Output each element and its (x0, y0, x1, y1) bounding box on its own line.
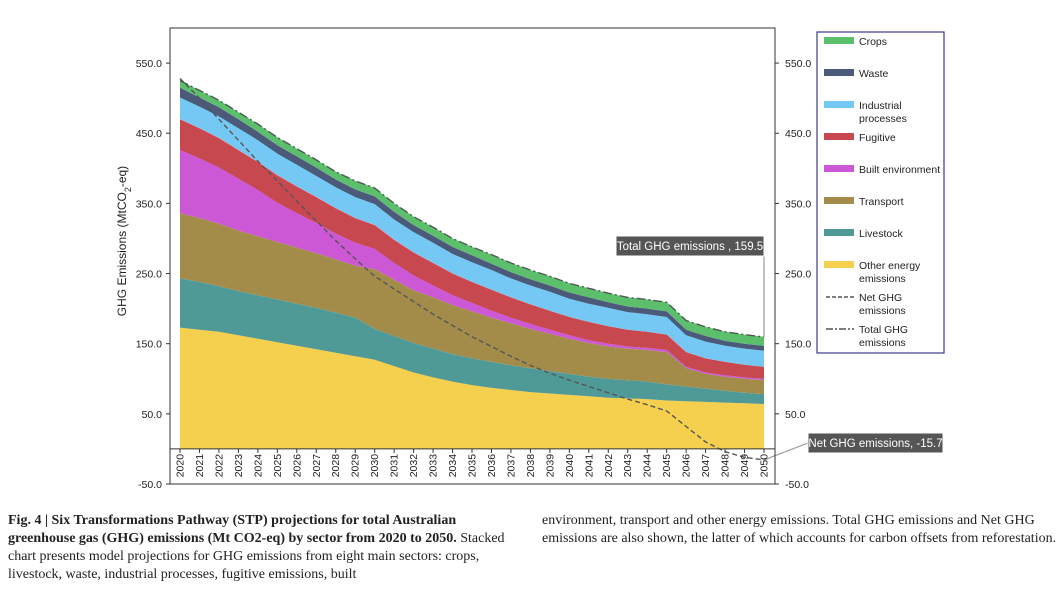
legend-label: Transport (859, 196, 904, 208)
x-tick-label: 2027 (311, 454, 323, 478)
caption-title: Fig. 4 | Six Transformations Pathway (ST… (8, 513, 457, 546)
y-tick-label-left: 150.0 (136, 339, 162, 351)
y-tick-label-left: 350.0 (136, 198, 162, 210)
x-tick-label: 2024 (252, 454, 264, 478)
y-tick-label-left: 50.0 (142, 409, 163, 421)
y-tick-label-right: 550.0 (785, 58, 811, 70)
axes: -50.0 -50.0 50.0 50.0 150.0 150.0 250.0 250.0 35… (115, 27, 811, 491)
y-tick-label-left: 250.0 (136, 269, 162, 281)
legend-swatch-industrial-processes (824, 101, 854, 108)
legend-swatch-other-energy-emissions (824, 261, 854, 268)
x-tick-label: 2050 (759, 454, 771, 478)
annotation-box (807, 432, 944, 454)
x-tick-label: 2044 (642, 454, 654, 478)
x-tick-label: 2041 (583, 454, 595, 478)
x-tick-label: 2034 (447, 454, 459, 478)
legend-swatch-waste (824, 69, 854, 76)
x-tick-label: 2025 (272, 454, 284, 478)
x-tick-label: 2033 (428, 454, 440, 478)
x-tick-label: 2049 (739, 454, 751, 478)
x-tick-label: 2048 (720, 454, 732, 478)
x-tick-label: 2026 (291, 454, 303, 478)
y-tick-label-right: 250.0 (785, 269, 811, 281)
area-transport (180, 213, 764, 395)
annotations: Total GHG emissions , 159.5 Net GHG emiss… (615, 235, 944, 461)
legend-label: Fugitive (859, 132, 896, 144)
legend-label: Other energy (859, 260, 921, 272)
area-other-energy-emissions (180, 327, 764, 449)
caption-text-left: Stacked chart presents model projections… (8, 531, 505, 582)
x-tick-label: 2040 (564, 454, 576, 478)
x-tick-label: 2038 (525, 454, 537, 478)
x-tick-label: 2022 (213, 454, 225, 478)
legend-label: emissions (859, 305, 906, 317)
legend-label: Built environment (859, 164, 940, 176)
legend-label: Total GHG (859, 324, 908, 336)
x-tick-label: 2023 (233, 454, 245, 478)
y-axis-title-part: GHG Emissions (MtCO (115, 192, 129, 316)
y-tick-label-left: -50.0 (138, 479, 162, 491)
x-tick-label: 2030 (369, 454, 381, 478)
y-tick-label-left: 550.0 (136, 58, 162, 70)
y-tick-label-right: -50.0 (785, 479, 809, 491)
legend-label: emissions (859, 273, 906, 285)
legend-label: Industrial (859, 100, 902, 112)
y-tick-label-right: 350.0 (785, 198, 811, 210)
line-total-ghg-emissions (179, 79, 765, 338)
x-tick-label: 2021 (194, 454, 206, 478)
legend-swatch-built-environment (824, 165, 854, 172)
legend-label: processes (859, 113, 907, 125)
ghg-emissions-chart: Total GHG emissions , 159.5 Net GHG emiss… (115, 27, 945, 491)
x-tick-label: 2029 (350, 454, 362, 478)
y-axis-title-part: -eq) (115, 166, 129, 187)
figure-caption-right: environment, transport and other energy … (542, 512, 1057, 548)
line-net-ghg-emissions (179, 78, 765, 461)
x-tick-label: 2045 (661, 454, 673, 478)
x-tick-label: 2035 (467, 454, 479, 478)
y-axis-title: GHG Emissions (MtCO2-eq) (115, 166, 133, 316)
plot-frame (169, 27, 776, 485)
legend-label: emissions (859, 337, 906, 349)
caption-text-right: environment, transport and other energy … (542, 513, 1057, 546)
x-tick-label: 2036 (486, 454, 498, 478)
x-tick-label: 2046 (681, 454, 693, 478)
y-axis-title-subscript: 2 (123, 187, 133, 192)
y-tick-label-left: 450.0 (136, 128, 162, 140)
legend-swatch-transport (824, 197, 854, 204)
x-tick-label: 2020 (175, 454, 187, 478)
legend-box (816, 31, 945, 354)
y-tick-label-right: 50.0 (785, 409, 806, 421)
figure-caption-left: Fig. 4 | Six Transformations Pathway (ST… (8, 512, 512, 584)
legend-label: Net GHG (859, 292, 902, 304)
annotation-leader (763, 442, 809, 461)
y-tick-label-right: 450.0 (785, 128, 811, 140)
x-tick-label: 2039 (544, 454, 556, 478)
x-tick-label: 2043 (622, 454, 634, 478)
x-tick-label: 2031 (389, 454, 401, 478)
legend-swatch-fugitive (824, 133, 854, 140)
legend-label: Livestock (859, 228, 904, 240)
annotation-label: Net GHG emissions, -15.7 (808, 438, 942, 450)
legend-label: Waste (859, 68, 889, 80)
annotation-label: Total GHG emissions , 159.5 (617, 241, 763, 253)
area-livestock (180, 278, 764, 404)
x-tick-label: 2032 (408, 454, 420, 478)
x-tick-label: 2047 (700, 454, 712, 478)
annotation-box (615, 235, 765, 257)
x-tick-label: 2037 (505, 454, 517, 478)
legend-swatch-livestock (824, 229, 854, 236)
legend-label: Crops (859, 36, 887, 48)
x-tick-label: 2028 (330, 454, 342, 478)
legend-swatch-crops (824, 37, 854, 44)
x-tick-label: 2042 (603, 454, 615, 478)
y-tick-label-right: 150.0 (785, 339, 811, 351)
